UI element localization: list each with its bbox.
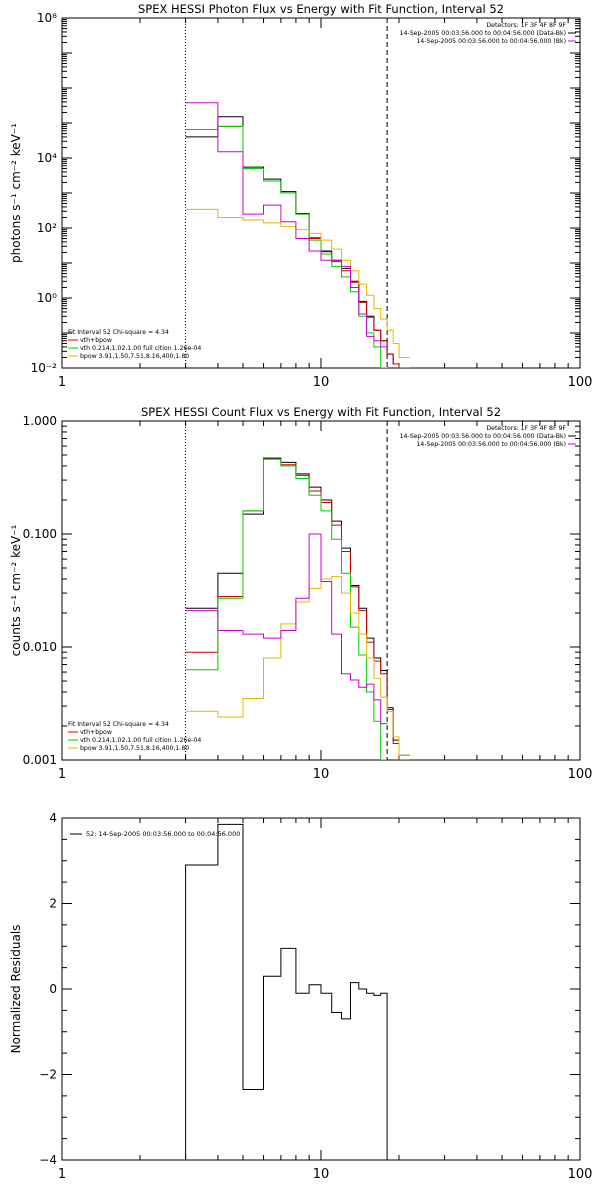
series-data [185,457,410,756]
series-bpow [185,208,410,358]
y-tick-label: −2 [39,1068,57,1082]
y-tick-label: 0.001 [23,753,57,767]
x-tick-label: 1 [58,1167,66,1182]
legend-bottom-left-text: bpow 3.91,1.50,7.51,8.16,400,1.80 [80,353,189,360]
legend-top-left-text: 52: 14-Sep-2005 00:03:56.000 to 00:04:56… [86,830,240,838]
series-background [185,102,388,348]
y-tick-label: 2 [49,897,57,911]
legend-top-right-text: Detectors: 1F 3F 4F 8F 9F [486,22,566,29]
y-axis-label: photons s⁻¹ cm⁻² keV⁻¹ [9,123,23,263]
y-tick-label: 1.000 [23,414,57,428]
y-axis-label: counts s⁻¹ cm⁻² keV⁻¹ [9,524,23,656]
series-total [185,458,410,760]
x-tick-label: 100 [568,767,593,782]
y-tick-label: 0.010 [23,640,57,654]
legend-top-right-text: 14-Sep-2005 00:03:56.000 to 00:04:56.000… [416,38,566,45]
series-data [185,823,388,1160]
x-tick-label: 10 [313,375,330,390]
y-tick-label: 10⁸ [37,11,57,25]
series-vth [185,125,388,368]
x-tick-label: 10 [313,1167,330,1182]
series-group [185,457,410,760]
chart-panel-2: SPEX HESSI Count Flux vs Energy with Fit… [9,405,592,782]
legend-bottom-left-text: vth 0.214,1.02,1.00 full cition 1.26e-04 [80,737,201,744]
x-tick-label: 10 [313,767,330,782]
series-vth [185,458,388,760]
series-total [185,125,410,368]
legend-bottom-left-text: Fit Interval 52 Chi-square = 4.34 [68,721,169,728]
y-tick-label: 10⁻² [31,361,58,375]
series-background [185,533,388,725]
series-group [185,102,410,368]
y-tick-label: 10⁰ [37,291,57,305]
legend-top-right-text: 14-Sep-2005 00:03:56.000 to 00:04:56.000… [400,30,566,37]
legend-top-right-text: 14-Sep-2005 00:03:56.000 to 00:04:56.000… [416,441,566,448]
legend-bottom-left-text: vth+bpow [80,729,112,736]
y-axis-label: Normalized Residuals [9,925,23,1054]
x-tick-label: 100 [568,375,593,390]
chart-panel-3: Normalized Residuals 1 10 100 −4 −2 0 2 4 52: 14-… [9,811,592,1182]
plot-frame [61,17,581,369]
y-tick-label: 10² [37,221,57,235]
y-tick-label: 10⁴ [37,151,57,165]
legend-bottom-left-text: bpow 3.91,1.50,7.51,8.16,400,1.80 [80,745,189,752]
series-group [185,823,388,1160]
legend-top-right-text: Detectors: 1F 3F 4F 8F 9F [486,425,566,432]
chart-title: SPEX HESSI Photon Flux vs Energy with Fi… [138,2,504,16]
x-tick-label: 1 [58,767,66,782]
series-bpow [185,576,410,756]
y-tick-label: 0.100 [23,527,57,541]
chart-title: SPEX HESSI Count Flux vs Energy with Fit… [141,405,501,419]
chart-panel-1: SPEX HESSI Photon Flux vs Energy with Fi… [9,2,592,390]
y-tick-label: 4 [49,811,57,825]
legend-bottom-left-text: vth 0.214,1.02,1.00 full cition 1.26e-04 [80,345,201,352]
legend-bottom-left-text: Fit Interval 52 Chi-square = 4.34 [68,329,169,336]
y-tick-label: 0 [49,982,57,996]
x-tick-label: 1 [58,375,66,390]
plot-frame [61,420,581,761]
legend-top-right-text: 14-Sep-2005 00:03:56.000 to 00:04:56.000… [400,433,566,440]
y-tick-label: −4 [39,1153,57,1167]
legend-bottom-left-text: vth+bpow [80,337,112,344]
x-tick-label: 100 [568,1167,593,1182]
